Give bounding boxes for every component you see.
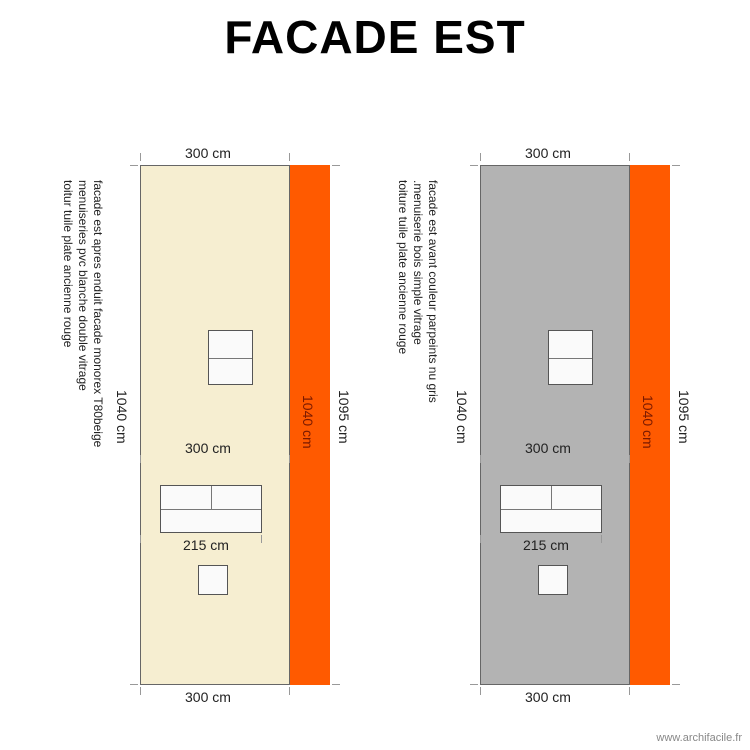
window-upper-right	[548, 330, 593, 385]
dim-inner-215-right: 215 cm	[523, 537, 569, 553]
dim-top-width-right: 300 cm	[525, 145, 571, 161]
desc-right-l1: facade est avant couleur parpeints nu gr…	[425, 180, 440, 403]
roof-height-right: 1040 cm	[640, 395, 656, 449]
watermark: www.archifacile.fr	[656, 732, 742, 744]
window-lower-left	[198, 565, 228, 595]
dim-inner-300-right: 300 cm	[525, 440, 571, 456]
facade-right: 1040 cm 300 cm 300 cm 1040 cm 1095 cm 30…	[480, 165, 708, 685]
facade-left: 1040 cm 300 cm 300 cm 1040 cm 1095 cm 30…	[140, 165, 368, 685]
desc-right-l3: toiture tuile plate ancienne rouge	[395, 180, 410, 403]
dim-top-width-left: 300 cm	[185, 145, 231, 161]
roof-height-left: 1040 cm	[300, 395, 316, 449]
desc-right: facade est avant couleur parpeints nu gr…	[395, 180, 440, 403]
desc-right-l2: .menuiserie bois simple vitrage	[410, 180, 425, 403]
dim-bottom-width-right: 300 cm	[525, 689, 571, 705]
window-middle-right	[500, 485, 602, 533]
window-lower-right	[538, 565, 568, 595]
window-middle-left	[160, 485, 262, 533]
window-upper-left	[208, 330, 253, 385]
dim-bottom-width-left: 300 cm	[185, 689, 231, 705]
wall-right	[480, 165, 630, 685]
dim-inner-300-left: 300 cm	[185, 440, 231, 456]
dim-right-height-right: 1095 cm	[676, 390, 692, 444]
dim-inner-215-left: 215 cm	[183, 537, 229, 553]
desc-left-l1: facade est apres enduit facade monorex T…	[90, 180, 105, 447]
dim-right-height-left: 1095 cm	[336, 390, 352, 444]
desc-left-l2: menuiseries pvc blanche double vitrage	[75, 180, 90, 447]
wall-left	[140, 165, 290, 685]
dim-left-height-right: 1040 cm	[454, 390, 470, 444]
desc-left: facade est apres enduit facade monorex T…	[60, 180, 105, 447]
dim-left-height-left: 1040 cm	[114, 390, 130, 444]
page-title: FACADE EST	[0, 10, 750, 64]
desc-left-l3: toitur tuile plate ancienne rouge	[60, 180, 75, 447]
